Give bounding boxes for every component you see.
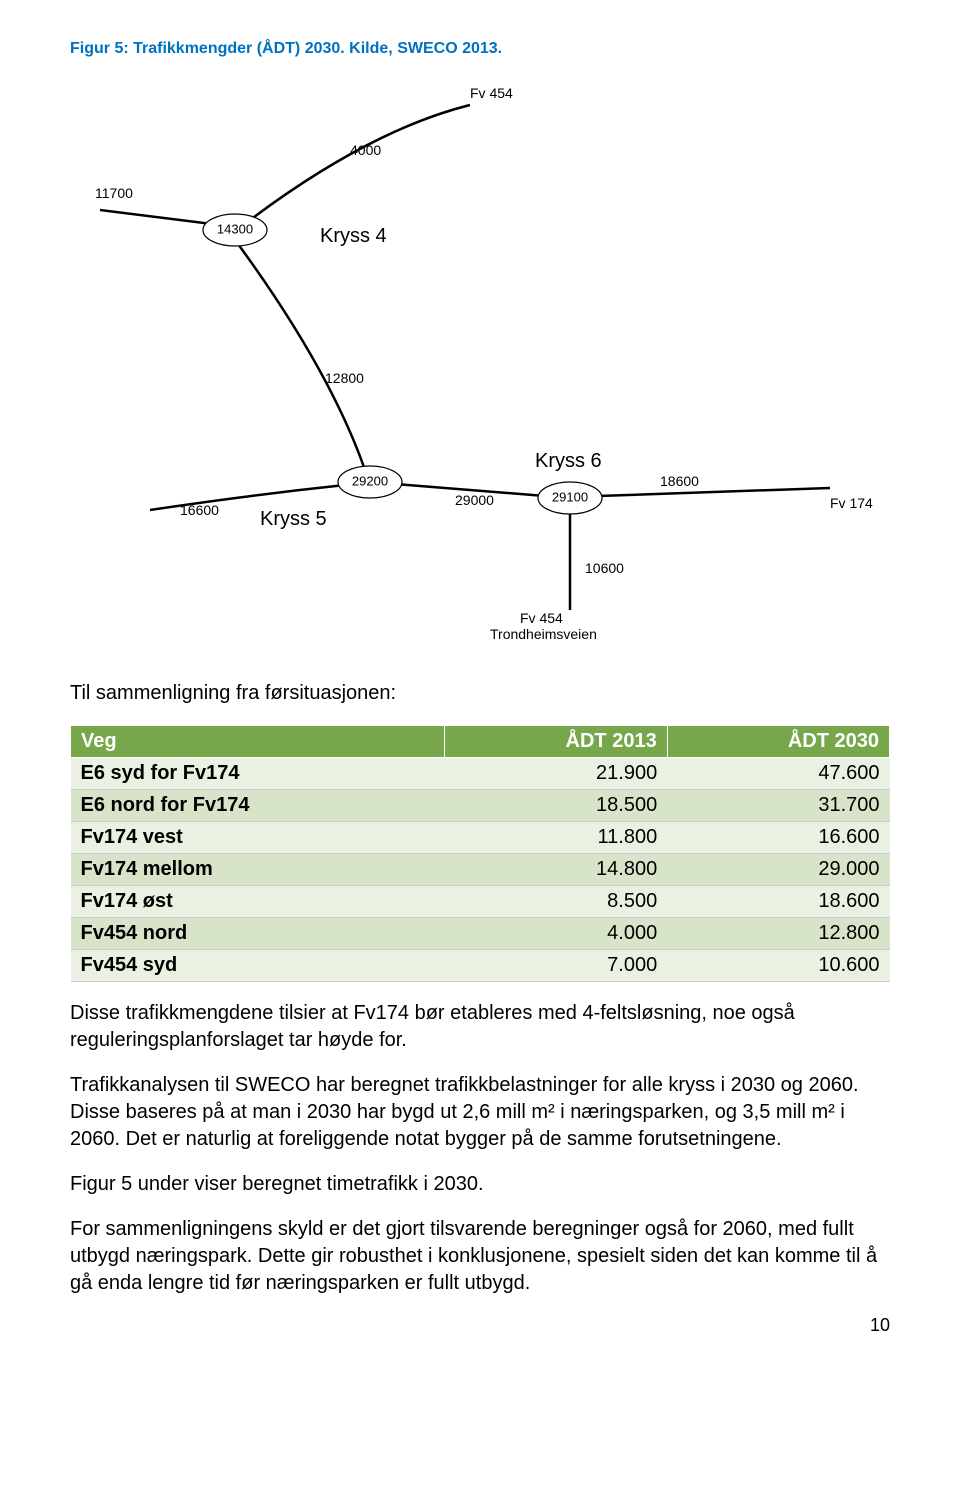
para-1: Disse trafikkmengdene tilsier at Fv174 b… <box>70 1000 890 1054</box>
cell-veg: Fv174 vest <box>71 822 445 854</box>
comparison-table: Veg ÅDT 2013 ÅDT 2030 E6 syd for Fv17421… <box>70 725 890 982</box>
cell-2030: 16.600 <box>667 822 889 854</box>
cell-2030: 47.600 <box>667 758 889 790</box>
diagram-svg: 14300 29200 29100 <box>70 70 890 650</box>
cell-veg: Fv454 nord <box>71 918 445 950</box>
cell-veg: E6 nord for Fv174 <box>71 790 445 822</box>
para-3: Figur 5 under viser beregnet timetrafikk… <box>70 1171 890 1198</box>
figure-caption: Figur 5: Trafikkmengder (ÅDT) 2030. Kild… <box>70 40 890 58</box>
page-number: 10 <box>70 1315 890 1336</box>
cell-2013: 18.500 <box>445 790 667 822</box>
cell-2030: 18.600 <box>667 886 889 918</box>
label-fv454-bot: Fv 454 <box>520 610 563 626</box>
node-14300: 14300 <box>217 221 253 236</box>
label-11700: 11700 <box>95 185 133 201</box>
cell-2030: 12.800 <box>667 918 889 950</box>
para-4: For sammenligningens skyld er det gjort … <box>70 1216 890 1297</box>
kryss-5: Kryss 5 <box>260 508 327 531</box>
cell-2013: 14.800 <box>445 854 667 886</box>
cell-veg: Fv454 syd <box>71 950 445 982</box>
label-16600: 16600 <box>180 502 219 518</box>
cell-2013: 11.800 <box>445 822 667 854</box>
cell-veg: Fv174 øst <box>71 886 445 918</box>
table-row: E6 nord for Fv17418.50031.700 <box>71 790 890 822</box>
label-10600: 10600 <box>585 560 624 576</box>
col-2013: ÅDT 2013 <box>445 726 667 758</box>
label-trondheimsveien: Trondheimsveien <box>490 626 597 642</box>
col-2030: ÅDT 2030 <box>667 726 889 758</box>
label-12800: 12800 <box>325 370 364 386</box>
table-row: Fv454 nord4.00012.800 <box>71 918 890 950</box>
cell-2013: 7.000 <box>445 950 667 982</box>
label-29000: 29000 <box>455 492 494 508</box>
kryss-6: Kryss 6 <box>535 450 602 473</box>
para-2: Trafikkanalysen til SWECO har beregnet t… <box>70 1072 890 1153</box>
cell-veg: E6 syd for Fv174 <box>71 758 445 790</box>
cell-2030: 10.600 <box>667 950 889 982</box>
table-row: Fv174 øst8.50018.600 <box>71 886 890 918</box>
cell-2030: 29.000 <box>667 854 889 886</box>
label-4000: 4000 <box>350 142 381 158</box>
cell-2030: 31.700 <box>667 790 889 822</box>
label-fv454-top: Fv 454 <box>470 85 513 101</box>
kryss-4: Kryss 4 <box>320 225 387 248</box>
col-veg: Veg <box>71 726 445 758</box>
node-29200: 29200 <box>352 473 388 488</box>
cell-2013: 4.000 <box>445 918 667 950</box>
intro-line: Til sammenligning fra førsituasjonen: <box>70 680 890 707</box>
cell-2013: 8.500 <box>445 886 667 918</box>
cell-2013: 21.900 <box>445 758 667 790</box>
table-row: E6 syd for Fv17421.90047.600 <box>71 758 890 790</box>
node-29100: 29100 <box>552 489 588 504</box>
cell-veg: Fv174 mellom <box>71 854 445 886</box>
label-18600: 18600 <box>660 473 699 489</box>
table-row: Fv454 syd7.00010.600 <box>71 950 890 982</box>
traffic-diagram: 14300 29200 29100 Fv 454 11700 4000 1280… <box>70 70 890 650</box>
table-row: Fv174 mellom14.80029.000 <box>71 854 890 886</box>
label-fv174: Fv 174 <box>830 495 873 511</box>
table-row: Fv174 vest11.80016.600 <box>71 822 890 854</box>
